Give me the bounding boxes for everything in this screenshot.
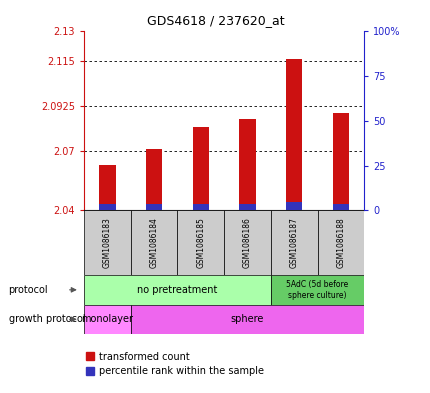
Bar [84,275,270,305]
Text: GDS4618 / 237620_at: GDS4618 / 237620_at [146,14,284,27]
Bar [270,210,317,275]
Bar [130,305,363,334]
Bar [99,165,115,210]
Legend: transformed count, percentile rank within the sample: transformed count, percentile rank withi… [82,348,267,380]
Text: GSM1086185: GSM1086185 [196,217,205,268]
Bar [146,204,162,210]
Bar [239,119,255,210]
Bar [84,305,130,334]
Text: GSM1086187: GSM1086187 [289,217,298,268]
Bar [224,210,270,275]
Text: no pretreatment: no pretreatment [137,285,217,295]
Bar [332,113,348,210]
Text: sphere: sphere [230,314,264,324]
Bar [130,210,177,275]
Text: protocol: protocol [9,285,48,295]
Bar [239,204,255,210]
Bar [286,59,301,210]
Text: GSM1086184: GSM1086184 [149,217,158,268]
Bar [317,210,363,275]
Bar [99,204,115,210]
Bar [332,204,348,210]
Text: GSM1086186: GSM1086186 [243,217,252,268]
Text: growth protocol: growth protocol [9,314,85,324]
Text: GSM1086188: GSM1086188 [335,217,344,268]
Text: monolayer: monolayer [81,314,133,324]
Bar [84,210,130,275]
Bar [286,202,301,210]
Text: 5AdC (5d before
sphere culture): 5AdC (5d before sphere culture) [286,280,348,299]
Bar [146,149,162,210]
Bar [270,275,363,305]
Text: GSM1086183: GSM1086183 [103,217,112,268]
Bar [192,204,209,210]
Bar [177,210,224,275]
Bar [192,127,209,210]
